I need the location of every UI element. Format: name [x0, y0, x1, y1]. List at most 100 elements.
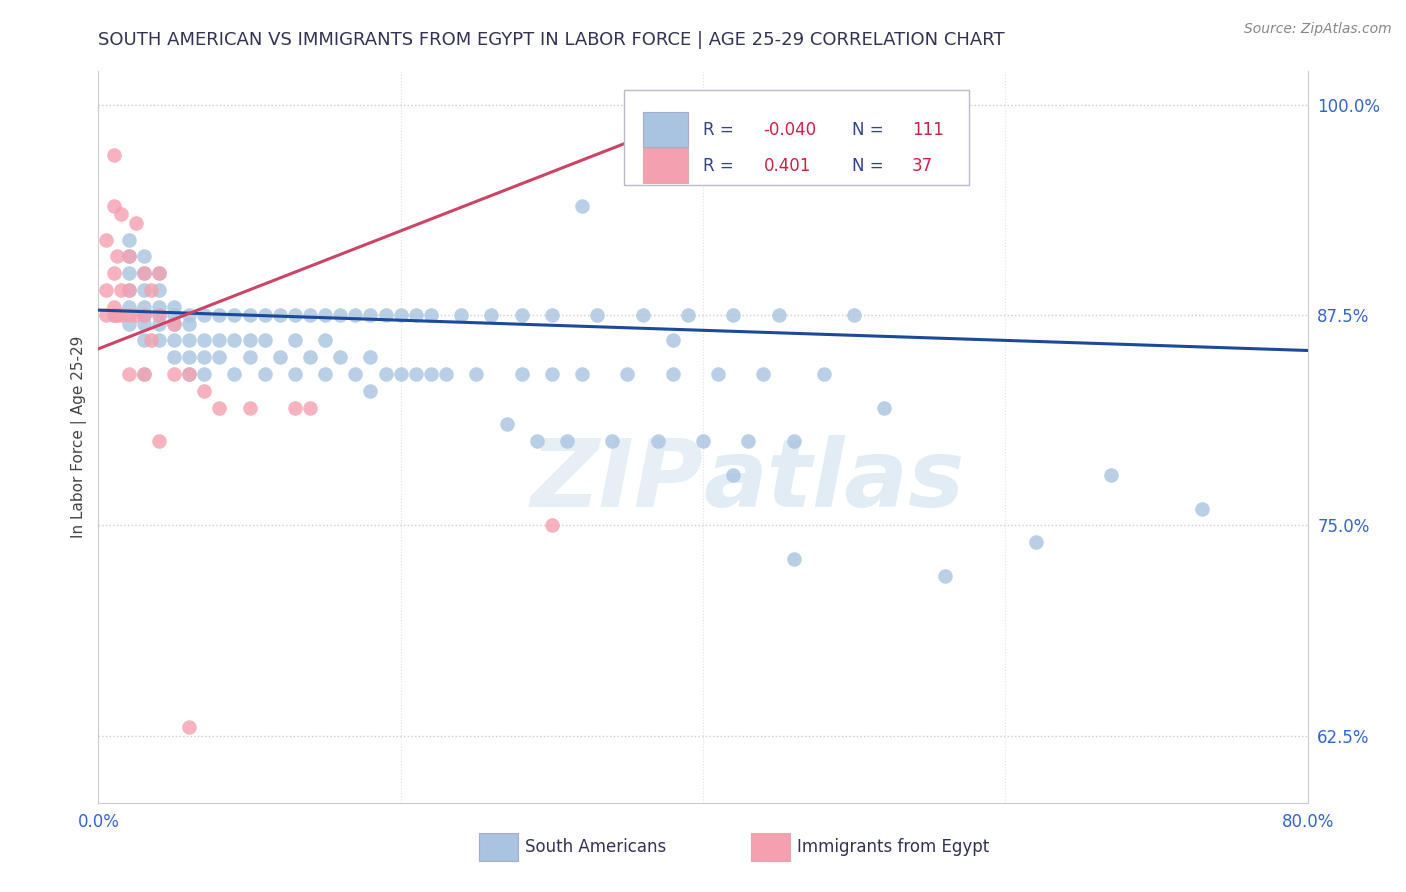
Point [1099, 467, 1122, 482]
Point [103, 308, 125, 322]
Bar [643, 112, 689, 147]
Point [148, 283, 170, 297]
Point [344, 308, 367, 322]
Point [239, 308, 262, 322]
Point [163, 350, 186, 364]
Text: R =: R = [703, 121, 740, 139]
Point [103, 308, 125, 322]
Point [284, 308, 307, 322]
Point [118, 249, 141, 263]
Point [510, 308, 533, 322]
Point [768, 308, 790, 322]
Point [132, 334, 155, 348]
Point [434, 367, 457, 381]
Point [344, 367, 367, 381]
Point [118, 266, 141, 280]
Point [208, 401, 231, 415]
Point [224, 367, 246, 381]
Point [752, 367, 775, 381]
Point [314, 367, 336, 381]
Point [616, 367, 638, 381]
Point [420, 308, 443, 322]
Point [253, 308, 276, 322]
Point [450, 308, 472, 322]
Point [360, 308, 382, 322]
Point [193, 334, 215, 348]
Point [179, 317, 201, 331]
Point [284, 401, 307, 415]
Point [723, 308, 745, 322]
Point [132, 266, 155, 280]
Point [110, 308, 132, 322]
Point [284, 367, 307, 381]
Point [103, 148, 125, 162]
Point [94, 308, 117, 322]
Point [132, 300, 155, 314]
Text: R =: R = [703, 157, 740, 175]
Point [110, 283, 132, 297]
Point [934, 569, 956, 583]
Point [526, 434, 548, 449]
Text: Immigrants from Egypt: Immigrants from Egypt [797, 838, 990, 855]
Point [94, 283, 117, 297]
Point [299, 308, 322, 322]
Point [405, 308, 427, 322]
Point [118, 233, 141, 247]
Text: 0.401: 0.401 [763, 157, 811, 175]
Point [844, 308, 866, 322]
Text: N =: N = [852, 121, 889, 139]
Text: atlas: atlas [703, 435, 965, 527]
Point [132, 266, 155, 280]
Point [239, 350, 262, 364]
Point [224, 334, 246, 348]
Point [163, 317, 186, 331]
Point [94, 233, 117, 247]
Point [586, 308, 609, 322]
Point [118, 283, 141, 297]
Point [299, 401, 322, 415]
Point [465, 367, 488, 381]
Point [224, 308, 246, 322]
Point [110, 207, 132, 221]
Point [118, 308, 141, 322]
Point [148, 300, 170, 314]
Point [132, 367, 155, 381]
Point [132, 249, 155, 263]
Point [661, 367, 683, 381]
Point [163, 334, 186, 348]
Point [163, 367, 186, 381]
Point [148, 266, 170, 280]
Point [314, 334, 336, 348]
Point [571, 367, 593, 381]
Point [813, 367, 835, 381]
Point [132, 367, 155, 381]
Point [125, 216, 148, 230]
Point [105, 308, 128, 322]
Point [602, 434, 624, 449]
Point [193, 308, 215, 322]
Point [179, 367, 201, 381]
Point [555, 434, 578, 449]
Point [239, 401, 262, 415]
Point [374, 367, 396, 381]
Point [118, 317, 141, 331]
Point [389, 308, 412, 322]
Text: Source: ZipAtlas.com: Source: ZipAtlas.com [1244, 22, 1392, 37]
Point [1191, 501, 1213, 516]
Point [389, 367, 412, 381]
Point [873, 401, 896, 415]
Point [132, 308, 155, 322]
Text: -0.040: -0.040 [763, 121, 817, 139]
Point [148, 308, 170, 322]
Point [510, 367, 533, 381]
Point [179, 334, 201, 348]
Point [692, 434, 714, 449]
Point [141, 283, 163, 297]
Point [481, 308, 503, 322]
Point [208, 334, 231, 348]
Point [132, 308, 155, 322]
Point [118, 367, 141, 381]
Point [269, 350, 291, 364]
Point [676, 308, 699, 322]
Point [132, 308, 155, 322]
